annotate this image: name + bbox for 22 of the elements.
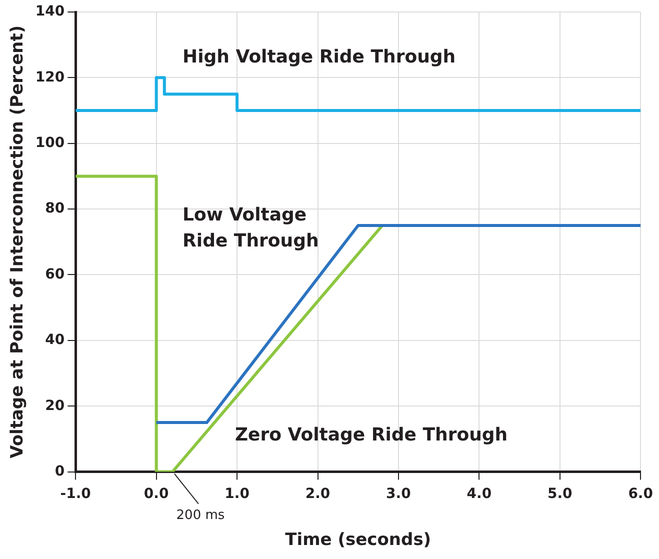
y-axis-title: Voltage at Point of Interconnection (Percent) — [8, 25, 28, 458]
y-tick-label: 120 — [35, 69, 65, 86]
x-tick-label: 6.0 — [628, 486, 654, 502]
y-tick-label: 140 — [35, 4, 65, 20]
x-tick-label: 1.0 — [224, 486, 250, 502]
x-tick-label: 0.0 — [144, 486, 169, 502]
x-axis-title: Time (seconds) — [285, 530, 432, 550]
series-label: High Voltage Ride Through — [182, 46, 456, 68]
y-tick-label: 80 — [45, 200, 65, 217]
x-tick-label: 4.0 — [466, 486, 492, 502]
x-tick-label: -1.0 — [60, 486, 92, 502]
y-tick-label: 100 — [35, 135, 65, 152]
y-tick-label: 40 — [45, 332, 65, 348]
x-tick-label: 3.0 — [386, 486, 412, 502]
y-tick-label: 60 — [45, 266, 65, 282]
series-label: Low Voltage Ride Through — [182, 204, 319, 252]
x-tick-label: 2.0 — [305, 486, 330, 502]
y-tick-label: 20 — [45, 398, 65, 414]
x-tick-label: 5.0 — [547, 486, 573, 502]
series-label: Zero Voltage Ride Through — [235, 424, 508, 446]
y-tick-label: 0 — [54, 463, 65, 480]
annotation: 200 ms — [176, 508, 225, 524]
